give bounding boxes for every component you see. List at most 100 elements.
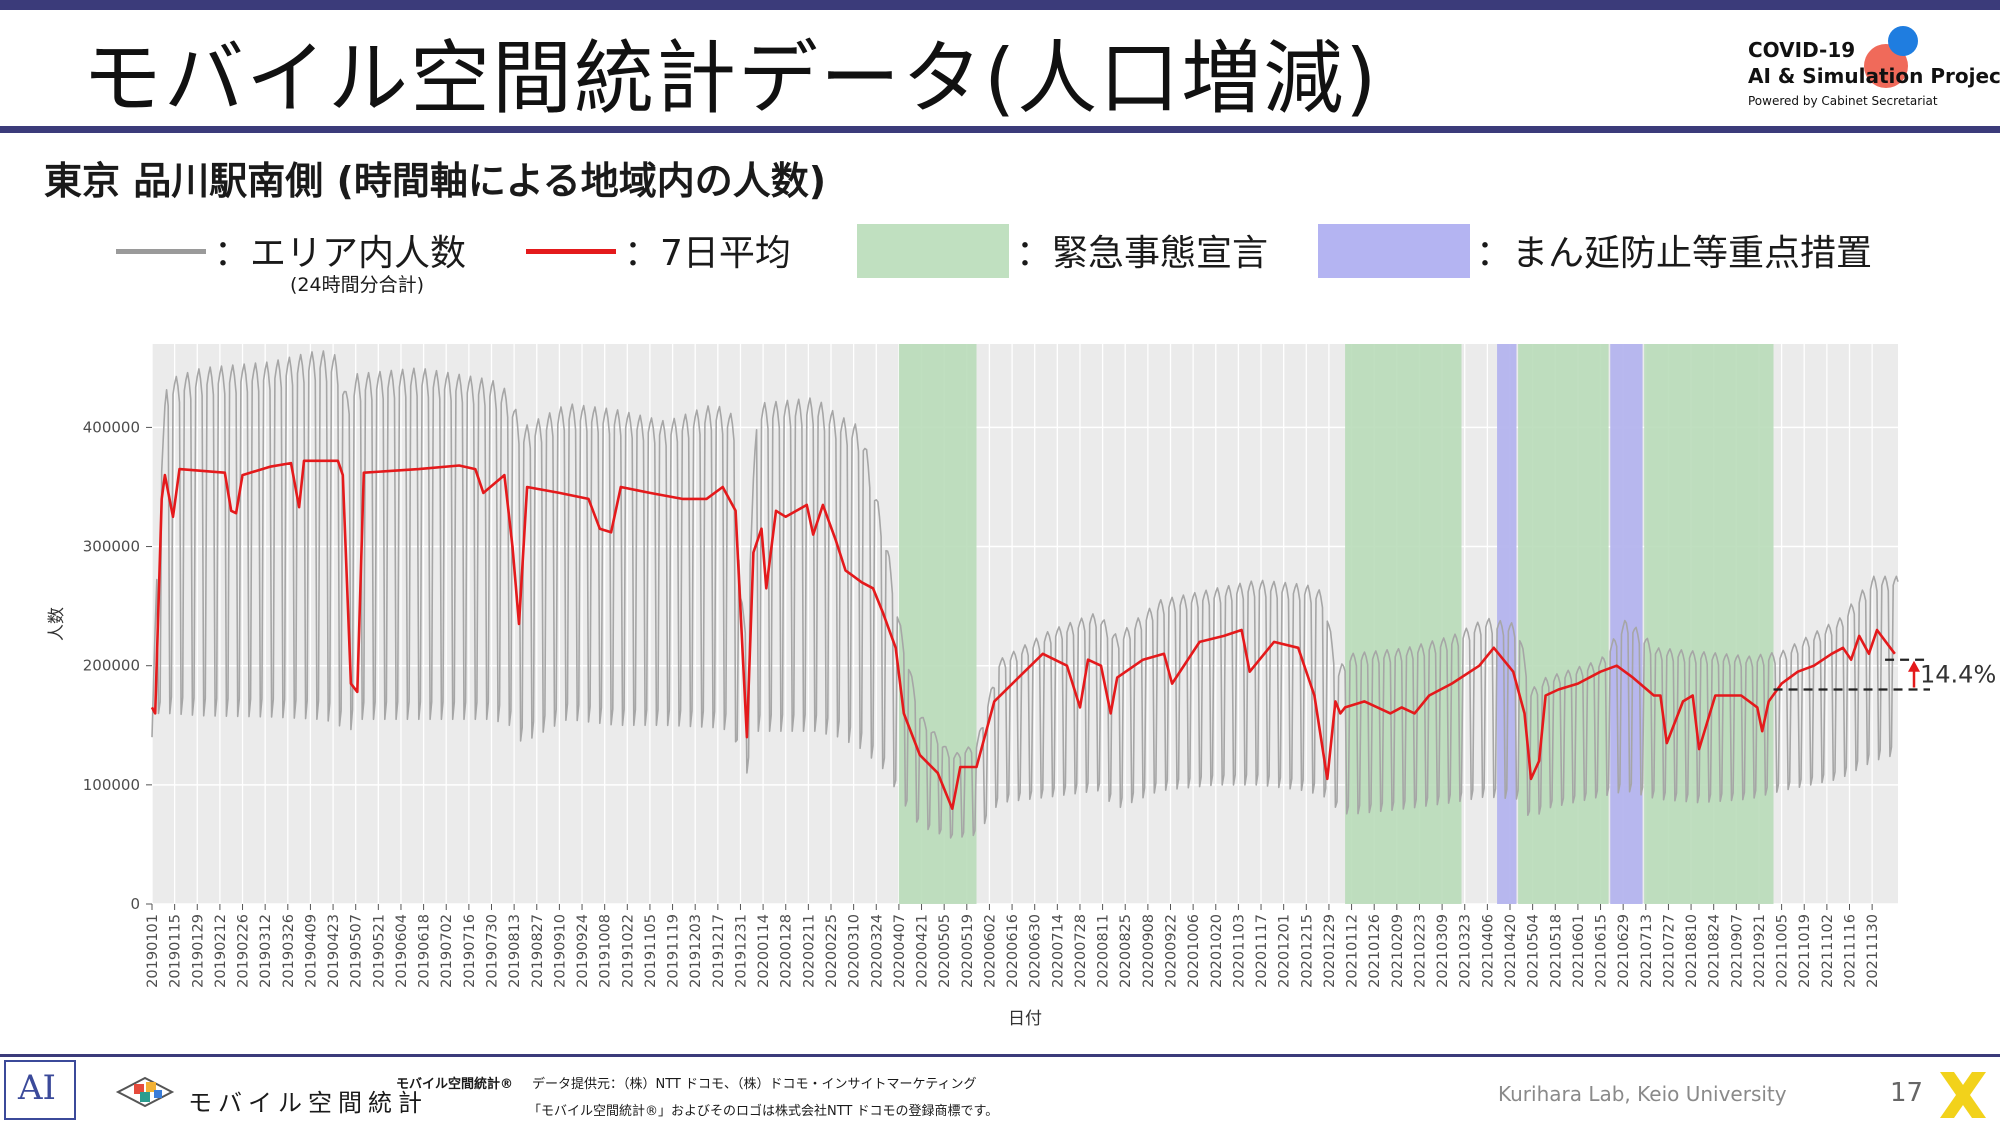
x-tick-label: 20190604 — [394, 914, 410, 988]
x-tick-label: 20200811 — [1096, 914, 1112, 988]
x-tick-label: 20190326 — [281, 914, 297, 988]
x-tick-label: 20210727 — [1661, 914, 1677, 988]
x-tick-label: 20210223 — [1413, 914, 1429, 988]
x-tick-label: 20210713 — [1639, 914, 1655, 988]
annotation-arrow-head — [1908, 660, 1920, 672]
x-tick-label: 20210907 — [1729, 914, 1745, 988]
footer-source: データ提供元：（株）NTT ドコモ、（株）ドコモ・インサイトマーケティング — [532, 1077, 977, 1092]
x-tick-label: 20210323 — [1458, 914, 1474, 988]
x-tick-label: 20200310 — [847, 914, 863, 988]
x-tick-label: 20210518 — [1548, 914, 1564, 988]
y-tick-label: 0 — [130, 895, 140, 913]
x-tick-label: 20190129 — [190, 914, 206, 988]
page-number: 17 — [1890, 1078, 1924, 1108]
ai-lab-logo: AI — [4, 1060, 76, 1120]
x-tick-label: 20201201 — [1277, 914, 1293, 988]
legend-emergency-swatch — [857, 224, 1009, 278]
x-tick-label: 20191203 — [688, 914, 704, 988]
x-tick-label: 20190312 — [258, 914, 274, 988]
x-tick-label: 20190409 — [303, 914, 319, 988]
footer-brand: モバイル空間統計® — [396, 1077, 514, 1092]
footer-lab: Kurihara Lab, Keio University — [1498, 1082, 1787, 1106]
x-tick-label: 20210504 — [1526, 914, 1542, 988]
emergency-period-band — [1518, 344, 1609, 904]
x-tick-label: 20190618 — [417, 914, 433, 988]
page-title: モバイル空間統計データ(人口増減) — [82, 32, 1379, 125]
emergency-period-band — [898, 344, 977, 904]
x-tick-label: 20190507 — [349, 914, 365, 988]
y-axis-title: 人数 — [47, 607, 67, 641]
x-tick-label: 20211130 — [1865, 914, 1881, 988]
project-line-2: AI & Simulation Project — [1748, 64, 2000, 88]
y-tick-label: 200000 — [83, 657, 140, 675]
x-tick-label: 20190730 — [485, 914, 501, 988]
x-tick-label: 20210126 — [1367, 914, 1383, 988]
x-tick-label: 20190910 — [552, 914, 568, 988]
x-tick-label: 20211005 — [1775, 914, 1791, 988]
mobile-spatial-stats-logo-icon — [115, 1076, 175, 1108]
emergency-period-band — [1644, 344, 1774, 904]
x-tick-label: 20211019 — [1797, 914, 1813, 988]
x-tick-label: 20210309 — [1435, 914, 1451, 988]
x-tick-label: 20190423 — [326, 914, 342, 988]
x-tick-label: 20210921 — [1752, 914, 1768, 988]
x-tick-label: 20210810 — [1684, 914, 1700, 988]
x-tick-label: 20200728 — [1073, 914, 1089, 988]
y-tick-label: 400000 — [83, 418, 140, 436]
population-chart: 0 100000 200000 300000 400000 20190101 2019011… — [47, 344, 1996, 1029]
y-tick-label: 100000 — [83, 776, 140, 794]
legend-daily-sublabel: (24時間分合計) — [290, 274, 425, 296]
x-tick-label: 20190115 — [168, 914, 184, 988]
x-tick-label: 20191217 — [711, 914, 727, 988]
x-tick-label: 20201215 — [1299, 914, 1315, 988]
x-tick-label: 20200825 — [1118, 914, 1134, 988]
x-tick-label: 20210824 — [1707, 914, 1723, 988]
chart-subtitle: 東京 品川駅南側 (時間軸による地域内の人数) — [44, 159, 827, 203]
x-tick-label: 20200324 — [869, 914, 885, 988]
x-tick-label: 20200407 — [892, 914, 908, 988]
x-tick-label: 20200630 — [1028, 914, 1044, 988]
x-tick-label: 20200602 — [982, 914, 998, 988]
x-tick-label: 20201229 — [1322, 914, 1338, 988]
logo-blue-dot — [1888, 26, 1918, 56]
project-line-1: COVID-19 — [1748, 38, 1856, 62]
legend-daily-swatch — [116, 249, 206, 254]
x-axis-title: 日付 — [1008, 1009, 1042, 1029]
x-tick-label: 20200128 — [779, 914, 795, 988]
project-line-3: Powered by Cabinet Secretariat — [1748, 94, 1938, 108]
x-tick-label: 20190101 — [145, 914, 161, 988]
legend-priority-swatch — [1318, 224, 1470, 278]
x-tick-label: 20191022 — [620, 914, 636, 988]
annotation-label: 14.4% — [1920, 661, 1996, 689]
x-tick-label: 20191008 — [598, 914, 614, 988]
x-tick-label: 20190827 — [530, 914, 546, 988]
x-tick-label: 20211116 — [1843, 914, 1859, 988]
x-tick-label: 20200616 — [1005, 914, 1021, 988]
legend-emergency-label: ：緊急事態宣言 — [1016, 233, 1269, 274]
legend-priority-label: ：まん延防止等重点措置 — [1476, 233, 1873, 274]
footer-rule — [0, 1054, 2000, 1057]
x-tick-label: 20200505 — [937, 914, 953, 988]
y-tick-label: 300000 — [83, 538, 140, 556]
daily-population-line — [151, 350, 1899, 839]
x-tick-label: 20210406 — [1480, 914, 1496, 988]
x-tick-label: 20210601 — [1571, 914, 1587, 988]
emergency-period-band — [1345, 344, 1462, 904]
x-tick-label: 20201020 — [1209, 914, 1225, 988]
x-tick-label: 20191231 — [734, 914, 750, 988]
x-tick-label: 20200114 — [756, 914, 772, 988]
footer-trademark: 「モバイル空間統計®」およびそのロゴは株式会社NTT ドコモの登録商標です。 — [528, 1104, 999, 1119]
top-bar — [0, 0, 2000, 10]
x-tick-label: 20190226 — [236, 914, 252, 988]
x-tick-label: 20190212 — [213, 914, 229, 988]
chart-legend: ：エリア内人数 (24時間分合計) ：7日平均 ：緊急事態宣言 ：まん延防止等重… — [0, 220, 2000, 296]
x-logo-icon — [1940, 1072, 1986, 1118]
x-tick-label: 20191119 — [666, 914, 682, 988]
x-tick-label: 20200211 — [801, 914, 817, 988]
x-tick-label: 20201103 — [1231, 914, 1247, 988]
x-tick-label: 20200225 — [824, 914, 840, 988]
x-tick-label: 20211102 — [1820, 914, 1836, 988]
header-rule — [0, 126, 2000, 133]
x-tick-label: 20210209 — [1390, 914, 1406, 988]
x-tick-label: 20201117 — [1254, 914, 1270, 988]
